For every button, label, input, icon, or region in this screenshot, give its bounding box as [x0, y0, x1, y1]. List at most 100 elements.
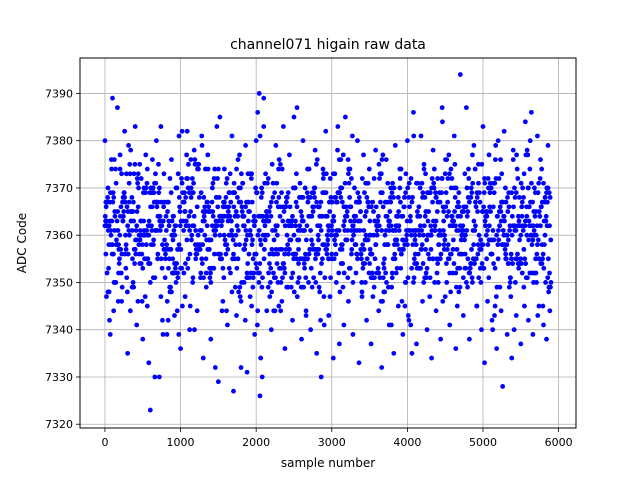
data-point	[371, 284, 377, 290]
data-point	[480, 242, 486, 248]
data-point	[485, 242, 491, 248]
data-point	[506, 237, 511, 243]
data-point	[139, 251, 145, 257]
data-point	[537, 213, 543, 219]
data-point	[185, 176, 190, 181]
data-point	[365, 180, 370, 186]
data-point	[250, 275, 256, 281]
data-point	[388, 223, 394, 229]
data-point	[504, 232, 510, 238]
data-point	[359, 289, 365, 295]
data-point	[307, 246, 313, 252]
data-point	[437, 228, 443, 233]
data-point	[243, 143, 248, 148]
data-point	[199, 261, 205, 266]
data-point	[215, 379, 221, 385]
data-point	[160, 332, 166, 337]
data-point	[528, 109, 534, 115]
data-point	[297, 223, 303, 229]
data-point	[521, 246, 527, 252]
data-point	[303, 308, 309, 314]
data-point	[190, 280, 196, 285]
data-point	[317, 270, 323, 276]
data-point	[525, 185, 531, 191]
data-point	[402, 280, 408, 285]
data-point	[397, 185, 403, 191]
data-point	[511, 204, 516, 210]
data-point	[216, 218, 222, 224]
data-point	[417, 185, 423, 191]
data-point	[411, 275, 417, 281]
data-point	[341, 322, 347, 328]
data-point	[165, 209, 170, 214]
y-tick-label: 7380	[45, 135, 73, 148]
data-point	[144, 166, 150, 172]
data-point	[266, 218, 272, 224]
data-point	[129, 194, 135, 200]
data-point	[333, 251, 339, 257]
data-point	[547, 308, 553, 314]
data-point	[488, 209, 493, 214]
data-point	[205, 166, 211, 172]
data-point	[406, 180, 412, 186]
data-point	[515, 251, 520, 257]
data-point	[203, 284, 209, 290]
data-point	[474, 194, 480, 200]
data-point	[227, 190, 232, 196]
data-point	[305, 256, 310, 262]
data-point	[463, 265, 469, 271]
data-point	[507, 228, 513, 233]
data-point	[296, 275, 302, 281]
data-point	[368, 341, 374, 347]
data-point	[188, 209, 193, 214]
data-point	[479, 261, 485, 266]
data-point	[407, 204, 412, 210]
data-point	[201, 275, 206, 281]
data-point	[150, 242, 156, 248]
data-point	[125, 251, 131, 257]
data-point	[431, 180, 437, 186]
data-point	[159, 265, 165, 271]
data-point	[166, 265, 171, 271]
data-point	[490, 327, 496, 333]
data-point	[366, 270, 372, 276]
data-point	[475, 242, 481, 248]
data-point	[364, 256, 370, 262]
data-point	[349, 246, 355, 252]
data-point	[184, 237, 190, 243]
data-point	[473, 256, 479, 262]
data-point	[487, 180, 493, 186]
data-point	[277, 161, 283, 167]
data-point	[206, 204, 212, 210]
data-point	[424, 265, 430, 271]
data-point	[276, 194, 282, 200]
data-point	[491, 237, 497, 243]
data-point	[218, 223, 224, 229]
data-point	[522, 303, 527, 309]
data-point	[279, 190, 284, 196]
data-point	[470, 152, 475, 158]
data-point	[500, 384, 506, 389]
data-point	[398, 265, 404, 271]
data-point	[545, 199, 550, 205]
data-point	[481, 190, 487, 196]
data-point	[179, 128, 185, 134]
data-point	[166, 223, 172, 229]
data-point	[118, 204, 124, 210]
data-point	[431, 185, 437, 191]
data-point	[280, 218, 286, 224]
data-point	[522, 119, 528, 125]
data-point	[113, 180, 119, 186]
data-point	[126, 199, 132, 205]
data-point	[162, 237, 167, 243]
data-point	[411, 133, 417, 139]
data-point	[211, 176, 217, 181]
data-point	[401, 204, 407, 210]
data-point	[319, 261, 324, 266]
data-point	[176, 332, 182, 337]
data-point	[314, 199, 320, 205]
data-point	[230, 237, 236, 243]
data-point	[362, 261, 368, 266]
data-point	[179, 180, 185, 186]
data-point	[310, 242, 315, 248]
